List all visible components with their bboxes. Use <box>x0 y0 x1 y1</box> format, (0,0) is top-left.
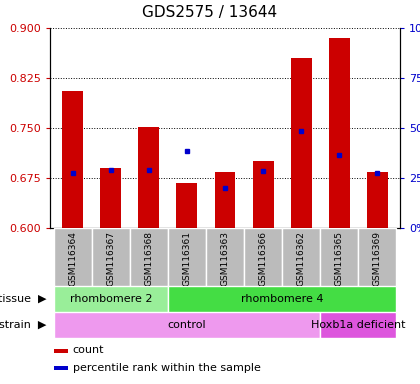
Bar <box>92 228 130 286</box>
Text: GSM116369: GSM116369 <box>373 231 382 286</box>
Bar <box>54 228 92 286</box>
Bar <box>53 349 68 353</box>
Text: rhombomere 2: rhombomere 2 <box>70 294 152 304</box>
Bar <box>358 228 396 286</box>
Bar <box>291 58 312 228</box>
Bar <box>367 172 388 228</box>
Bar <box>252 161 273 228</box>
Text: percentile rank within the sample: percentile rank within the sample <box>73 363 261 373</box>
Text: rhombomere 4: rhombomere 4 <box>241 294 323 304</box>
Bar <box>54 312 320 338</box>
Bar <box>176 183 197 228</box>
Bar <box>168 228 206 286</box>
Bar <box>53 366 68 370</box>
Text: GDS2575 / 13644: GDS2575 / 13644 <box>142 5 278 20</box>
Text: Hoxb1a deficient: Hoxb1a deficient <box>311 320 405 330</box>
Text: GSM116368: GSM116368 <box>144 231 153 286</box>
Text: GSM116367: GSM116367 <box>106 231 116 286</box>
Text: strain  ▶: strain ▶ <box>0 320 46 330</box>
Bar <box>215 172 236 228</box>
Bar <box>282 228 320 286</box>
Text: GSM116362: GSM116362 <box>297 231 306 286</box>
Bar <box>244 228 282 286</box>
Text: GSM116365: GSM116365 <box>335 231 344 286</box>
Bar <box>206 228 244 286</box>
Text: GSM116361: GSM116361 <box>182 231 192 286</box>
Text: GSM116366: GSM116366 <box>259 231 268 286</box>
Text: GSM116363: GSM116363 <box>220 231 229 286</box>
Bar <box>320 312 396 338</box>
Text: GSM116364: GSM116364 <box>68 231 77 286</box>
Bar <box>62 91 83 228</box>
Bar <box>139 127 159 228</box>
Bar <box>130 228 168 286</box>
Bar <box>168 286 396 312</box>
Text: tissue  ▶: tissue ▶ <box>0 294 46 304</box>
Text: control: control <box>168 320 206 330</box>
Bar <box>100 168 121 228</box>
Text: count: count <box>73 346 104 356</box>
Bar <box>329 38 349 228</box>
Bar <box>54 286 168 312</box>
Bar <box>320 228 358 286</box>
